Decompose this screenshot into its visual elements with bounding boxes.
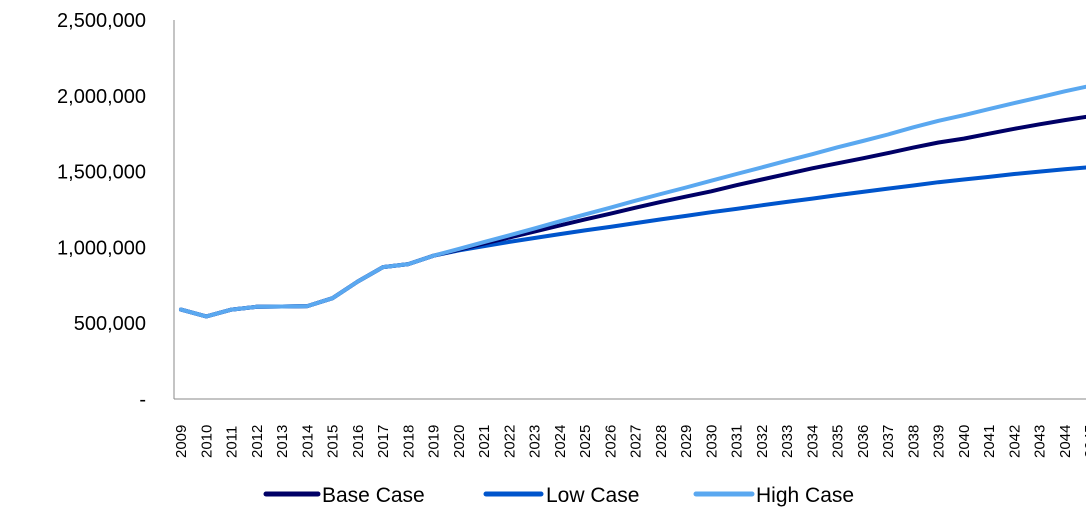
x-tick-label: 2044 xyxy=(1057,425,1074,458)
x-tick-label: 2043 xyxy=(1032,425,1049,458)
x-tick-label: 2034 xyxy=(804,425,821,458)
x-tick-label: 2012 xyxy=(249,425,266,458)
legend-label-base-case: Base Case xyxy=(322,484,425,507)
x-tick-label: 2027 xyxy=(628,425,645,458)
x-tick-label: 2015 xyxy=(325,425,342,458)
series-line-high-case xyxy=(179,84,1086,319)
x-tick-label: 2036 xyxy=(855,425,872,458)
series-line-low-case xyxy=(179,165,1086,319)
x-tick-label: 2014 xyxy=(299,425,316,458)
x-tick-label: 2009 xyxy=(173,425,190,458)
y-tick-label: 500,000 xyxy=(74,313,146,335)
x-tick-label: 2033 xyxy=(779,425,796,458)
x-tick-label: 2032 xyxy=(754,425,771,458)
x-axis-ticks: 2009 2010 2011 2012 2013 2014 2015 2016 2017 2018… xyxy=(173,425,1086,458)
legend-label-high-case: High Case xyxy=(756,484,854,507)
x-tick-label: 2017 xyxy=(375,425,392,458)
y-tick-label: 2,000,000 xyxy=(57,86,146,108)
series-lines xyxy=(179,84,1086,319)
x-tick-label: 2020 xyxy=(451,425,468,458)
x-tick-label: 2039 xyxy=(931,425,948,458)
x-tick-label: 2040 xyxy=(956,425,973,458)
x-tick-label: 2045 xyxy=(1082,425,1086,458)
x-tick-label: 2018 xyxy=(400,425,417,458)
x-tick-label: 2024 xyxy=(552,425,569,458)
x-tick-label: 2029 xyxy=(678,425,695,458)
x-tick-label: 2041 xyxy=(981,425,998,458)
y-axis-ticks: - 500,000 1,000,000 1,500,000 2,000,000 2,500… xyxy=(57,10,146,411)
x-tick-label: 2025 xyxy=(577,425,594,458)
x-tick-label: 2030 xyxy=(703,425,720,458)
y-tick-label: 1,000,000 xyxy=(57,237,146,259)
x-tick-label: 2010 xyxy=(198,425,215,458)
x-tick-label: 2021 xyxy=(476,425,493,458)
y-tick-label: 1,500,000 xyxy=(57,162,146,184)
y-tick-label: 2,500,000 xyxy=(57,10,146,32)
x-tick-label: 2028 xyxy=(653,425,670,458)
y-tick-label: - xyxy=(139,389,146,411)
x-tick-label: 2042 xyxy=(1006,425,1023,458)
x-tick-label: 2019 xyxy=(426,425,443,458)
x-tick-label: 2038 xyxy=(905,425,922,458)
x-tick-label: 2031 xyxy=(729,425,746,458)
x-tick-label: 2023 xyxy=(527,425,544,458)
x-tick-label: 2013 xyxy=(274,425,291,458)
legend-label-low-case: Low Case xyxy=(546,484,639,507)
x-tick-label: 2011 xyxy=(224,426,241,458)
legend: Base Case Low Case High Case xyxy=(263,484,854,507)
x-tick-label: 2035 xyxy=(830,425,847,458)
x-tick-label: 2016 xyxy=(350,425,367,458)
series-line-base-case xyxy=(179,114,1086,319)
x-tick-label: 2022 xyxy=(501,425,518,458)
axes xyxy=(173,20,1086,400)
x-tick-label: 2026 xyxy=(602,425,619,458)
x-tick-label: 2037 xyxy=(880,425,897,458)
